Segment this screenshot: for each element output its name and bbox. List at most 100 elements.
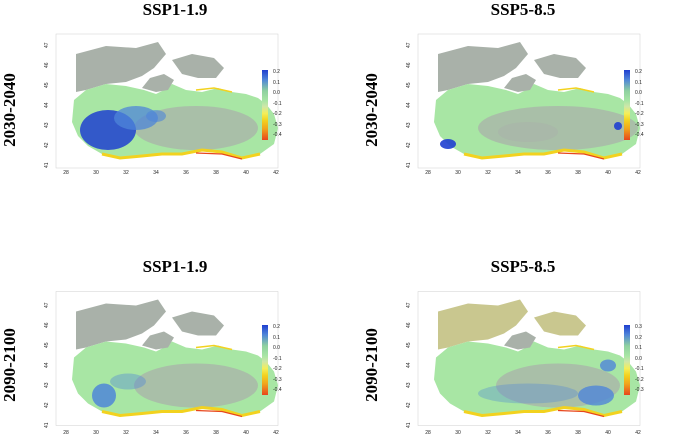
legend-tick-label: 0.0 [635,90,642,96]
legend-color-bar [262,70,268,140]
x-tick-label: 36 [183,170,189,176]
legend-color-bar [624,325,630,395]
y-tick-label: 42 [406,402,412,408]
x-tick-label: 40 [605,430,611,436]
y-tick-label: 45 [406,82,412,88]
y-tick-label: 43 [406,382,412,388]
x-tick-label: 30 [93,170,99,176]
x-tick-label: 28 [63,170,69,176]
panel-title-ssp1-2090: SSP1-1.9 [142,257,208,276]
y-tick-label: 46 [44,322,50,328]
y-tick-label: 42 [406,142,412,148]
legend-tick-label: 0.1 [273,334,280,341]
northern-landmass [76,42,166,92]
anomaly-blob-2 [478,383,578,404]
anomaly-blob-1 [614,122,622,130]
legend-tick-label: 0.0 [635,355,642,362]
row-label-2030-ssp5: 2030-2040 [362,73,381,147]
y-tick-label: 45 [44,342,50,348]
y-tick-label: 47 [406,302,412,308]
map-panel-ssp5-2090: 28 30 32 34 36 38 40 42 41 42 43 44 45 46 47 [398,285,648,440]
legend-tick-label: -0.1 [635,366,644,372]
southern-coast-decline [463,405,623,418]
sea-of-azov [534,54,586,78]
legend-tick-label: -0.4 [635,132,644,138]
map-frame [417,33,641,169]
x-tick-label: 28 [63,430,69,436]
map-body [72,42,278,160]
x-tick-label: 34 [515,170,521,176]
legend-tick-label: -0.3 [635,121,644,128]
x-tick-label: 36 [545,170,551,176]
legend-color-bar [624,70,630,140]
map-body [72,299,278,418]
x-tick-label: 40 [605,170,611,176]
y-tick-label: 47 [44,42,50,48]
x-tick-label: 38 [213,170,219,176]
northern-landmass [438,299,528,350]
legend-tick-label: -0.2 [273,366,282,372]
map-frame [55,291,279,426]
legend-tick-label: -0.4 [273,387,282,393]
legend-tick-label: -0.3 [273,121,282,128]
legend-tick-label: 0.0 [273,90,280,96]
x-tick-label: 38 [575,430,581,436]
southern-coast-strong-decline [195,409,243,418]
map-panel-ssp1-2090: 28 30 32 34 36 38 40 42 41 42 43 44 45 46 47 [36,285,286,440]
legend-tick-label: -0.1 [635,100,644,107]
northeast-coast-decline [557,344,595,351]
neutral-core-region [134,363,258,408]
y-tick-label: 47 [44,302,50,308]
legend-tick-label: 0.1 [273,79,280,86]
northeast-coast-decline [557,87,595,93]
y-tick-label: 44 [406,102,412,108]
y-tick-label: 44 [44,102,50,108]
map-svg [417,33,641,169]
map-svg [55,291,279,426]
y-tick-label: 46 [406,62,412,68]
legend-tick-label: 0.1 [635,345,642,351]
row-label-2090-ssp5: 2090-2100 [362,328,381,402]
x-tick-label: 36 [545,430,551,436]
southern-coast-decline [463,148,623,160]
southern-coast-decline [101,405,261,418]
legend-tick-label: -0.2 [635,376,644,383]
legend-tick-label: -0.2 [635,111,644,117]
y-tick-label: 41 [406,422,412,428]
crimea-peninsula [504,74,536,92]
x-tick-label: 38 [213,430,219,436]
legend-tick-label: 0.2 [635,69,642,75]
x-tick-label: 32 [123,430,129,436]
y-tick-label: 46 [406,322,412,328]
map-frame [55,33,279,169]
sea-of-azov [534,311,586,336]
southern-coast-decline [101,148,261,160]
crimea-peninsula [142,331,174,350]
anomaly-blob-2 [498,122,558,142]
legend-tick-label: -0.1 [273,100,282,107]
y-tick-label: 46 [44,62,50,68]
x-tick-label: 36 [183,430,189,436]
legend-tick-label: -0.2 [273,111,282,117]
northern-landmass [76,299,166,350]
x-tick-label: 40 [243,170,249,176]
y-tick-label: 42 [44,142,50,148]
legend-tick-label: 0.1 [635,79,642,86]
northeast-coast-decline [195,344,233,351]
y-tick-label: 44 [406,362,412,368]
x-tick-label: 30 [93,430,99,436]
x-tick-label: 42 [273,430,279,436]
southern-coast-strong-decline [557,152,605,160]
x-tick-label: 38 [575,170,581,176]
map-panel-ssp5-2030: 28 30 32 34 36 38 40 42 41 42 43 44 45 46 47 [398,30,648,180]
x-tick-label: 28 [425,430,431,436]
map-panel-ssp1-2030: 28 30 32 34 36 38 40 42 41 42 43 44 45 46 47 [36,30,286,180]
x-tick-label: 32 [123,170,129,176]
southern-coast-strong-decline [557,409,605,418]
legend-tick-label: -0.4 [273,132,282,138]
anomaly-blob-0 [578,385,614,406]
y-tick-label: 41 [44,422,50,428]
legend-tick-label: 0.0 [273,345,280,351]
map-svg [55,33,279,169]
y-tick-label: 41 [406,162,412,168]
